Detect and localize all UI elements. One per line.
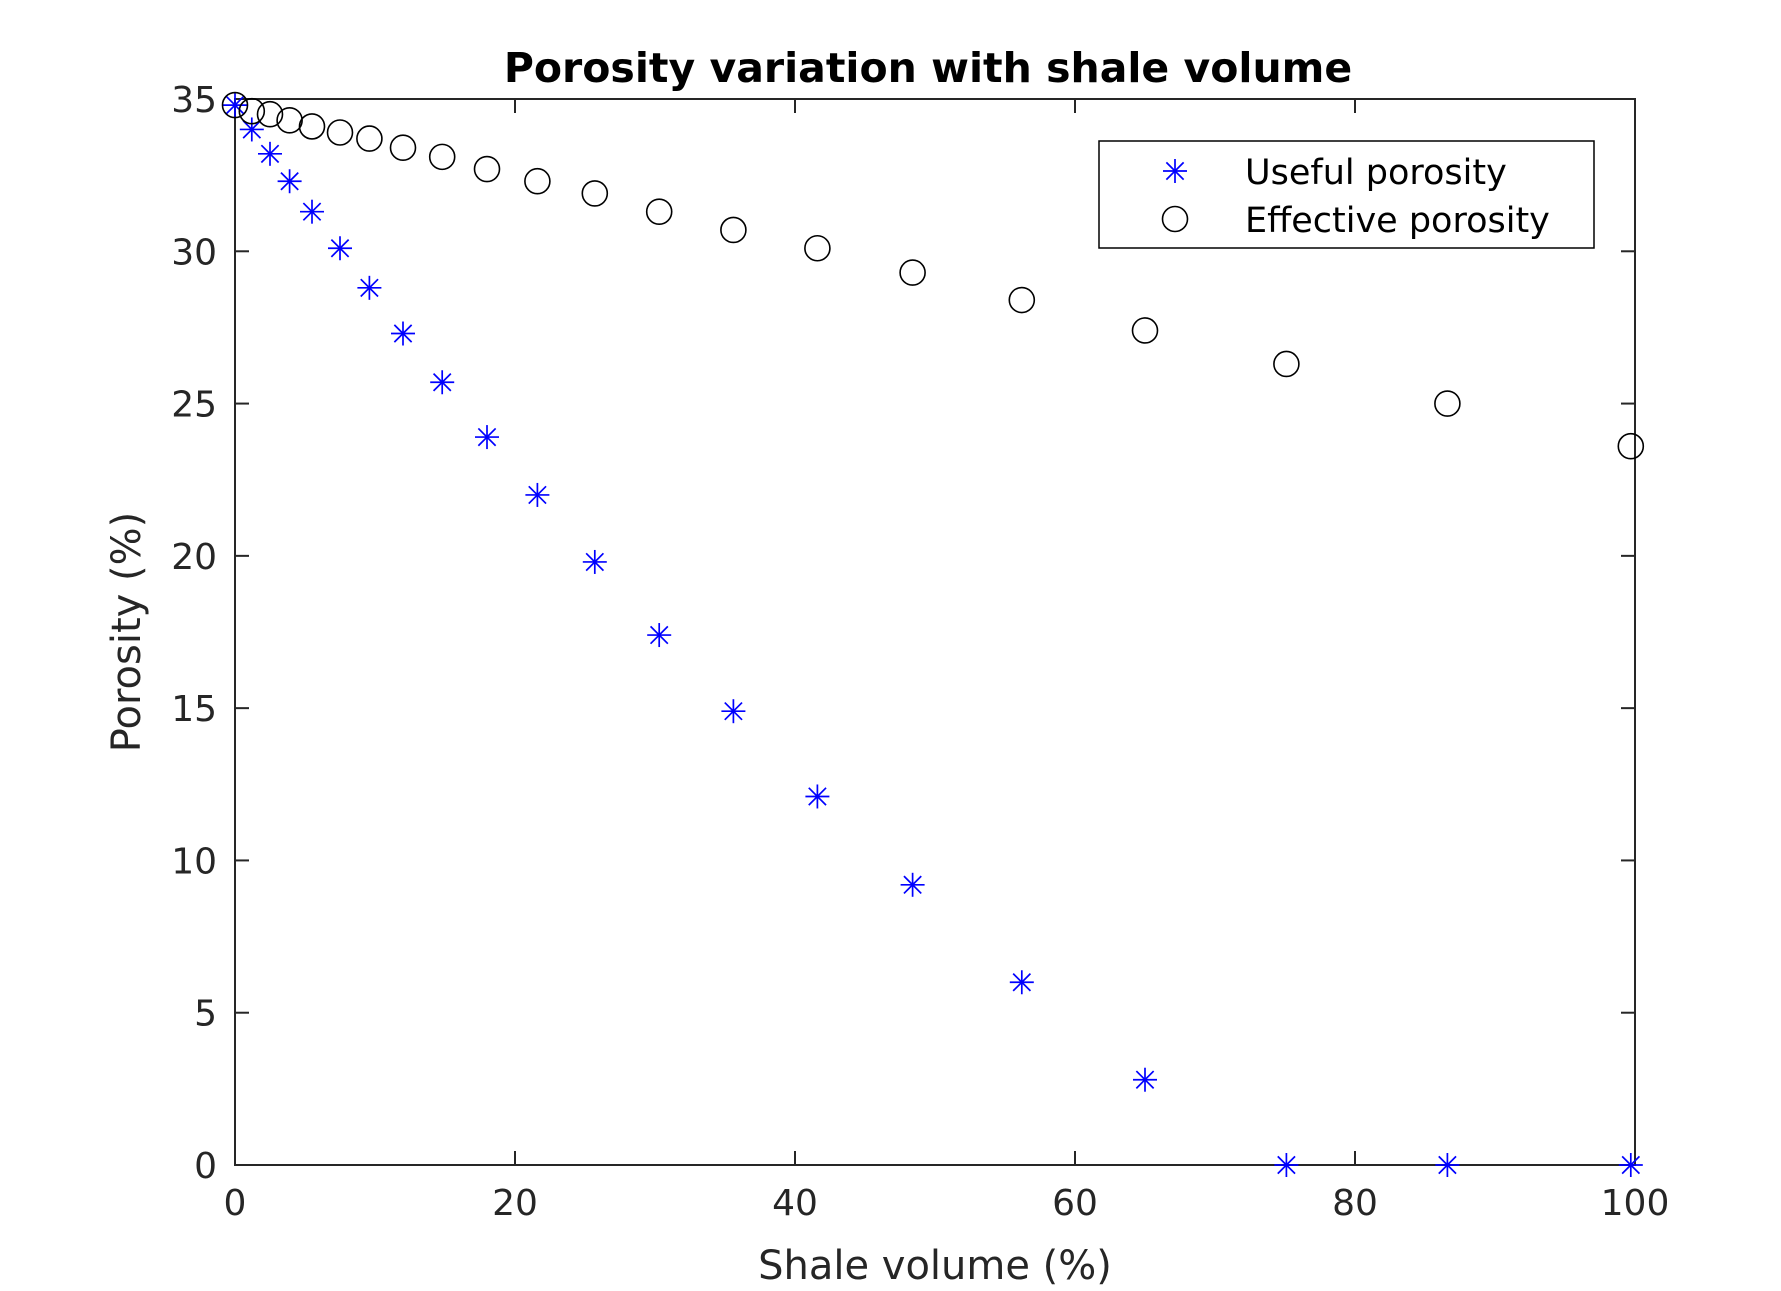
data-point-0-2 bbox=[258, 141, 282, 166]
y-tick-label-2: 10 bbox=[171, 841, 217, 882]
series-0 bbox=[223, 93, 1643, 1177]
data-point-0-0 bbox=[223, 93, 247, 118]
data-point-0-4 bbox=[300, 199, 324, 224]
y-tick-label-1: 5 bbox=[194, 994, 217, 1035]
data-point-0-8 bbox=[430, 370, 455, 395]
data-point-0-13 bbox=[721, 699, 746, 724]
y-tick-label-5: 25 bbox=[171, 385, 217, 426]
legend-symbol-0 bbox=[1163, 159, 1187, 183]
data-point-0-6 bbox=[357, 275, 382, 300]
x-tick-label-2: 40 bbox=[772, 1183, 818, 1224]
data-point-1-0 bbox=[221, 91, 249, 119]
data-point-0-20 bbox=[1618, 1153, 1643, 1177]
data-point-0-3 bbox=[277, 169, 302, 194]
y-axis-label: Porosity (%) bbox=[104, 512, 150, 752]
data-point-1-12 bbox=[645, 198, 673, 225]
chart-title: Porosity variation with shale volume bbox=[504, 44, 1352, 92]
data-point-0-7 bbox=[391, 321, 415, 346]
data-point-0-18 bbox=[1274, 1153, 1299, 1177]
data-point-1-8 bbox=[428, 143, 456, 171]
y-tick-label-4: 20 bbox=[171, 537, 217, 578]
y-tick-label-6: 30 bbox=[171, 232, 217, 273]
data-point-1-1 bbox=[238, 97, 266, 125]
plot-area bbox=[234, 98, 1636, 1166]
data-point-1-18 bbox=[1273, 350, 1300, 378]
y-tick-label-7: 35 bbox=[171, 80, 217, 121]
data-point-0-16 bbox=[1009, 970, 1034, 995]
x-tick-label-1: 20 bbox=[492, 1183, 538, 1224]
legend-symbol-1 bbox=[1161, 205, 1189, 233]
data-point-0-17 bbox=[1133, 1067, 1157, 1092]
data-point-1-16 bbox=[1008, 286, 1036, 314]
series-1 bbox=[221, 91, 1645, 460]
data-point-1-2 bbox=[256, 100, 284, 128]
data-point-1-20 bbox=[1617, 432, 1645, 460]
tick-labels: 0 20 40 60 80 100 0 5 10 15 20 25 30 35 bbox=[171, 80, 1669, 1224]
x-axis-label: Shale volume (%) bbox=[758, 1243, 1112, 1289]
axis-ticks bbox=[234, 98, 1636, 1166]
legend-marker-useful-porosity bbox=[1163, 159, 1187, 183]
data-point-0-5 bbox=[328, 236, 352, 261]
data-point-1-4 bbox=[298, 113, 326, 140]
y-tick-label-0: 0 bbox=[194, 1146, 217, 1187]
data-point-1-6 bbox=[356, 125, 383, 152]
data-point-0-1 bbox=[239, 117, 264, 142]
data-point-0-19 bbox=[1435, 1153, 1460, 1177]
data-point-1-10 bbox=[524, 167, 551, 195]
data-point-0-15 bbox=[900, 872, 925, 897]
data-point-1-3 bbox=[276, 107, 303, 134]
legend-marker-effective-porosity bbox=[1161, 205, 1189, 233]
data-series bbox=[221, 91, 1645, 1177]
x-tick-label-3: 60 bbox=[1052, 1183, 1098, 1224]
data-point-0-10 bbox=[525, 482, 550, 507]
data-point-1-13 bbox=[720, 216, 747, 244]
x-tick-label-0: 0 bbox=[224, 1183, 247, 1224]
data-point-1-5 bbox=[326, 119, 354, 146]
data-point-1-7 bbox=[389, 134, 417, 162]
legend-label-effective-porosity: Effective porosity bbox=[1245, 201, 1550, 241]
x-tick-label-5: 100 bbox=[1601, 1183, 1670, 1224]
data-point-1-11 bbox=[581, 180, 609, 207]
legend-label-useful-porosity: Useful porosity bbox=[1245, 153, 1507, 193]
data-point-1-17 bbox=[1131, 317, 1159, 344]
x-tick-label-4: 80 bbox=[1332, 1183, 1378, 1224]
data-point-0-9 bbox=[475, 425, 499, 450]
data-point-1-9 bbox=[473, 155, 501, 183]
y-tick-label-3: 15 bbox=[171, 689, 217, 730]
data-point-1-19 bbox=[1434, 390, 1461, 417]
data-point-0-14 bbox=[805, 784, 830, 809]
legend: Useful porosity Effective porosity bbox=[1098, 140, 1595, 249]
data-point-0-12 bbox=[647, 623, 672, 648]
data-point-0-11 bbox=[582, 549, 607, 574]
data-point-1-14 bbox=[804, 234, 831, 262]
data-point-1-15 bbox=[899, 259, 926, 286]
